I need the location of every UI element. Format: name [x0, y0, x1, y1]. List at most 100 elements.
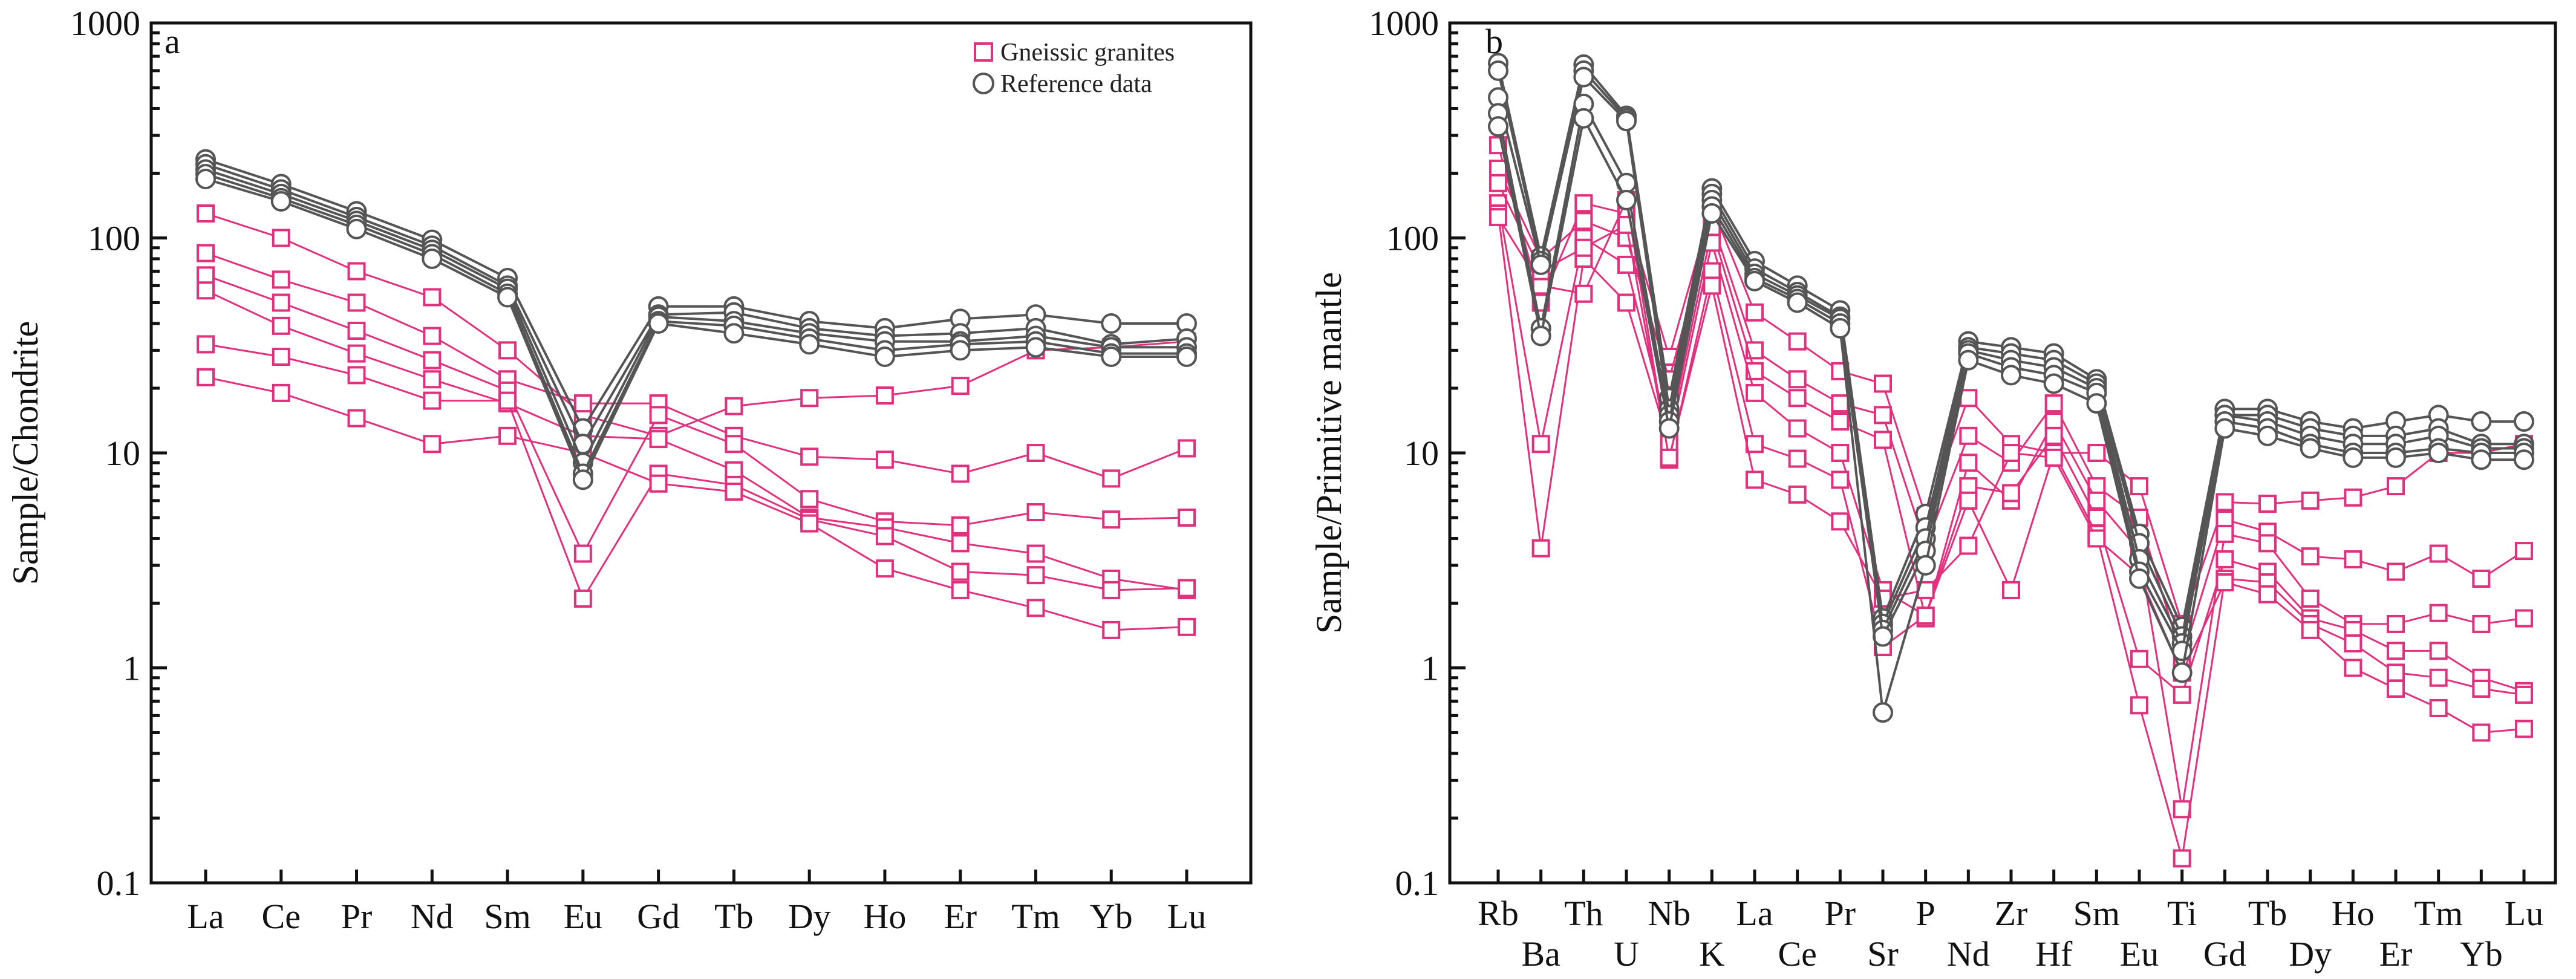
- gneissic-point: [2472, 679, 2491, 698]
- gneissic-point: [2216, 550, 2234, 568]
- gneissic-point: [1574, 212, 1593, 230]
- gneissic-point: [1574, 284, 1593, 303]
- gneissic-point: [951, 581, 970, 599]
- x-tick-label: Dy: [2289, 934, 2332, 974]
- x-tick-label: Ho: [863, 897, 906, 936]
- reference-point: [723, 323, 745, 344]
- x-tick-label: Dy: [788, 897, 831, 936]
- gneissic-point: [951, 377, 970, 395]
- gneissic-series-line: [205, 212, 1187, 437]
- gneissic-point: [725, 397, 743, 415]
- gneissic-point: [1788, 370, 1807, 389]
- gneissic-point: [649, 406, 668, 424]
- gneissic-point: [2387, 679, 2405, 698]
- gneissic-point: [2472, 569, 2491, 588]
- gneissic-point: [1489, 174, 1507, 192]
- gneissic-point: [2515, 609, 2533, 628]
- x-tick-label: Zr: [1995, 894, 2028, 933]
- x-tick-label: Lu: [1167, 897, 1206, 936]
- gneissic-point: [649, 474, 668, 493]
- gneissic-point: [1531, 539, 1550, 558]
- gneissic-point: [649, 430, 668, 449]
- reference-point: [950, 340, 971, 361]
- gneissic-point: [1703, 276, 1721, 295]
- reference-point: [195, 169, 216, 190]
- gneissic-point: [1574, 194, 1593, 213]
- gneissic-point: [951, 464, 970, 483]
- gneissic-point: [2258, 495, 2277, 513]
- gneissic-point: [2216, 493, 2234, 512]
- x-tick-label: Pr: [341, 897, 373, 936]
- gneissic-point: [423, 327, 442, 345]
- y-axis-title: Sample/Chondrite: [5, 321, 45, 585]
- gneissic-point: [272, 348, 290, 366]
- gneissic-point: [2429, 603, 2448, 622]
- x-tick-label: U: [1614, 934, 1639, 974]
- gneissic-point: [347, 322, 366, 340]
- gneissic-point: [1026, 444, 1045, 462]
- panel-label: a: [165, 22, 180, 61]
- gneissic-point: [1746, 383, 1764, 402]
- gneissic-point: [1831, 512, 1850, 531]
- reference-point: [2514, 449, 2534, 470]
- gneissic-point: [272, 270, 290, 289]
- y-tick-label: 1000: [1369, 4, 1439, 43]
- gneissic-point: [2002, 484, 2020, 503]
- y-tick-label: 100: [88, 219, 140, 258]
- reference-point: [1573, 108, 1594, 129]
- gneissic-point: [2429, 699, 2448, 718]
- gneissic-point: [2429, 668, 2448, 687]
- plot-frame: [149, 21, 1253, 885]
- x-tick-label: Sm: [2073, 894, 2120, 933]
- y-tick-label: 1000: [70, 4, 140, 43]
- reference-point: [1176, 346, 1197, 368]
- reference-point: [2428, 443, 2449, 463]
- gneissic-point: [1959, 454, 1978, 472]
- gneissic-point: [2002, 444, 2020, 462]
- gneissic-point: [1102, 581, 1121, 599]
- gneissic-point: [2344, 634, 2362, 652]
- x-tick-label: Pr: [1825, 894, 1856, 933]
- gneissic-point: [2387, 477, 2405, 496]
- gneissic-point: [347, 344, 366, 363]
- legend: Gneissic granites Reference data: [973, 39, 1175, 98]
- gneissic-point: [2002, 581, 2020, 599]
- reference-point: [2257, 425, 2278, 446]
- x-tick-label: Ti: [2167, 894, 2197, 933]
- gneissic-point: [2087, 529, 2106, 548]
- reference-point: [799, 334, 820, 355]
- gneissic-point: [2387, 614, 2405, 633]
- reference-series-line: [205, 178, 1187, 483]
- reference-point: [2385, 447, 2406, 468]
- reference-point: [1025, 337, 1046, 358]
- gneissic-point: [1874, 406, 1892, 424]
- gneissic-point: [1959, 491, 1978, 510]
- x-tick-label: Th: [1564, 894, 1603, 933]
- gneissic-point: [1178, 439, 1196, 458]
- gneissic-point: [573, 589, 592, 608]
- gneissic-point: [272, 229, 290, 247]
- x-tick-label: Nd: [411, 897, 454, 936]
- gneissic-point: [725, 483, 743, 501]
- legend-reference-marker: [973, 73, 994, 94]
- y-tick-label: 1: [123, 649, 140, 688]
- x-tick-label: Hf: [2035, 934, 2073, 974]
- reference-point: [2214, 418, 2235, 439]
- gneissic-point: [1489, 208, 1507, 227]
- gneissic-point: [951, 562, 970, 581]
- x-tick-label: P: [1916, 894, 1935, 933]
- gneissic-point: [423, 288, 442, 307]
- gneissic-point: [2130, 477, 2148, 496]
- reference-point: [572, 469, 593, 490]
- gneissic-point: [725, 435, 743, 454]
- gneissic-point: [1102, 620, 1121, 639]
- x-tick-label: Er: [944, 897, 977, 936]
- y-tick-label: 10: [1404, 434, 1439, 473]
- reference-point: [1573, 67, 1594, 88]
- gneissic-point: [1178, 509, 1196, 527]
- gneissic-point: [1788, 389, 1807, 408]
- y-axis-title: Sample/Primitive mantle: [1309, 272, 1349, 634]
- gneissic-point: [1788, 419, 1807, 438]
- x-tick-label: Ho: [2332, 894, 2375, 933]
- gneissic-point: [2130, 649, 2148, 668]
